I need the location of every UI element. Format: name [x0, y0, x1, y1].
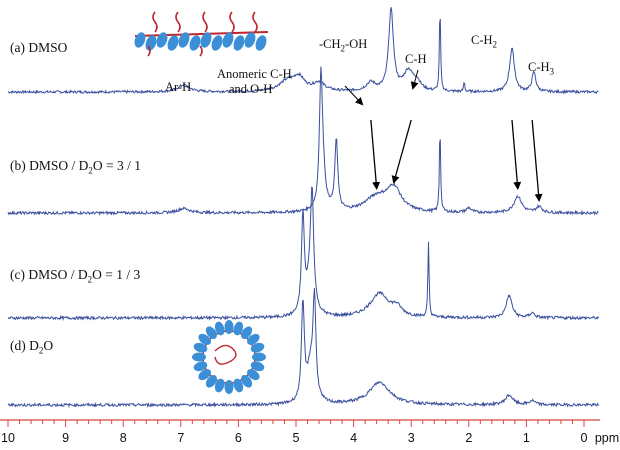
polymer-chain-inset [134, 11, 269, 57]
peak-annotation-text: C-H [405, 52, 427, 66]
series-label-tail: O = 1 / 3 [92, 267, 141, 282]
peak-annotation-text: and O-H [229, 82, 273, 96]
x-tick-label: 0 [581, 431, 588, 445]
series-label-main: (c) DMSO / D [10, 267, 88, 282]
micelle-inset [192, 320, 266, 394]
x-tick-label: 7 [177, 431, 184, 445]
series-label-main: (b) DMSO / D [10, 158, 89, 173]
peak-annotation-tail: -OH [345, 37, 368, 51]
peak-annotation: -CH2-OH [319, 37, 367, 56]
series-label-subscript: 2 [38, 345, 44, 356]
shift-arrows-layer [344, 69, 543, 202]
series-label: (d) D2O [10, 338, 53, 356]
series-label-subscript: 2 [88, 165, 93, 176]
series-label-subscript: 2 [87, 274, 93, 285]
peak-annotation: C-H3 [528, 60, 554, 79]
x-tick-label: 4 [350, 431, 357, 445]
x-axis: 10 9 8 7 6 5 4 3 2 1 0 ppm [0, 419, 619, 445]
spectrum-trace [7, 7, 599, 95]
peak-annotation-text: Anomeric C-H [217, 67, 292, 81]
peak-annotation-subscript: 2 [492, 39, 498, 50]
x-tick-label: 2 [465, 431, 472, 445]
x-tick-label: 3 [408, 431, 415, 445]
x-tick-label: 6 [235, 431, 242, 445]
insets-layer [134, 11, 269, 394]
x-tick-label: 1 [523, 431, 530, 445]
x-tick-label: 9 [62, 431, 69, 445]
series-label: (b) DMSO / D2O = 3 / 1 [10, 158, 141, 176]
spectrum-trace [7, 287, 599, 408]
peak-annotation: Ar-H [165, 80, 191, 94]
series-label-tail: O [43, 338, 54, 353]
series-label-main: (a) DMSO [10, 40, 68, 55]
peak-annotation-subscript: 3 [549, 66, 555, 77]
peak-annotation-text: Ar-H [165, 80, 192, 94]
peak-annotation: Anomeric C-H [217, 67, 292, 81]
x-tick-label: 5 [293, 431, 300, 445]
series-label-tail: O = 3 / 1 [92, 158, 142, 173]
series-label: (a) DMSO [10, 40, 67, 56]
annotation-arrow [344, 85, 364, 106]
peak-annotation-text: C-H [471, 33, 493, 47]
x-tick-label: 8 [120, 431, 127, 445]
peak-shift-arrow [370, 119, 381, 190]
spectra-layer [7, 7, 599, 408]
peak-shift-arrow [511, 119, 522, 190]
peak-shift-arrow [531, 119, 543, 202]
peak-annotation: C-H [405, 52, 427, 66]
peak-annotation: C-H2 [471, 33, 497, 52]
series-label: (c) DMSO / D2O = 1 / 3 [10, 267, 140, 285]
x-tick-label: 10 [1, 431, 15, 445]
peak-annotation-text: -CH [319, 37, 341, 51]
peak-annotation-text: C-H [528, 60, 550, 74]
x-axis-unit: ppm [595, 431, 619, 445]
peak-annotation: and O-H [229, 82, 272, 96]
annotation-arrow [410, 69, 419, 90]
series-label-main: (d) D [10, 338, 39, 353]
peak-shift-arrow [391, 119, 412, 184]
spectrum-trace [7, 186, 599, 322]
spectrum-trace [7, 66, 599, 216]
peak-annotation-subscript: 2 [340, 43, 346, 54]
